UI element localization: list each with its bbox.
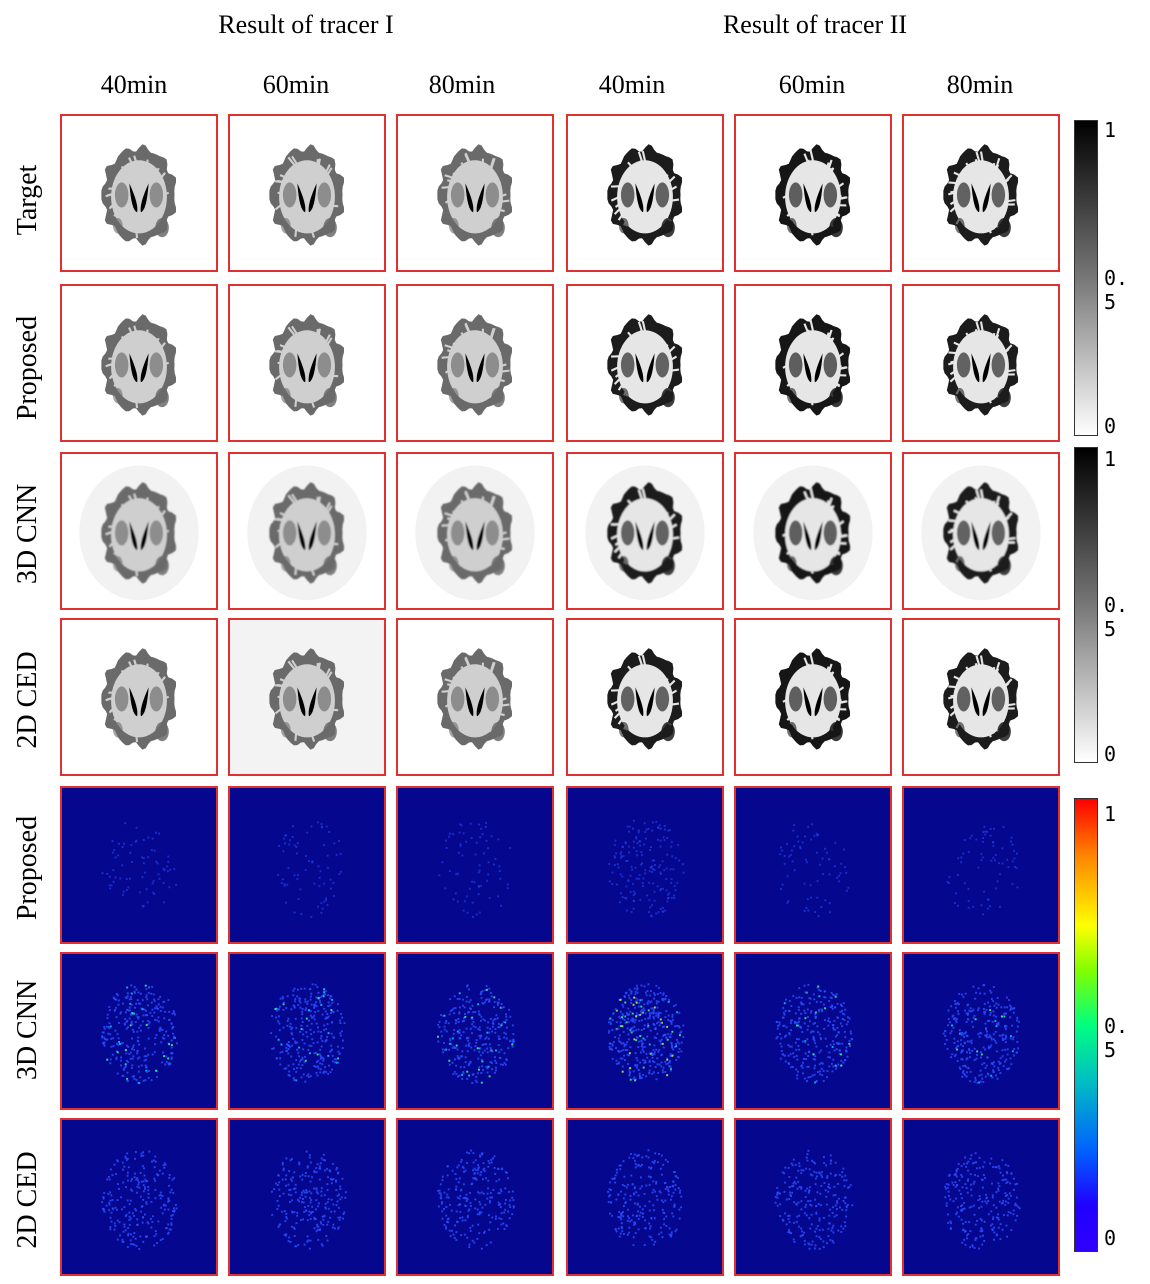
- error-map-image: [734, 786, 892, 944]
- reconstruction-image: [228, 618, 386, 776]
- error-map-image: [734, 952, 892, 1110]
- reconstruction-image: [902, 452, 1060, 610]
- colorbar-tick: 0: [1104, 414, 1117, 438]
- colorbar-tick: 0. 5: [1104, 1014, 1129, 1062]
- error-map-image: [60, 786, 218, 944]
- error-map-image: [902, 952, 1060, 1110]
- colorbar-tick: 0. 5: [1104, 593, 1129, 641]
- reconstruction-image: [396, 452, 554, 610]
- reconstruction-image: [228, 284, 386, 442]
- colorbar-tick: 0: [1104, 742, 1117, 766]
- colorbar-tick: 1: [1104, 447, 1117, 471]
- reconstruction-image: [734, 618, 892, 776]
- error-map-image: [566, 1118, 724, 1276]
- group-title-tracer-2: Result of tracer II: [722, 10, 908, 39]
- reconstruction-image: [60, 284, 218, 442]
- reconstruction-image: [396, 618, 554, 776]
- row-label: 3D CNN: [12, 483, 43, 585]
- reconstruction-image: [566, 618, 724, 776]
- colorbar-jet: [1074, 798, 1098, 1252]
- reconstruction-image: [734, 114, 892, 272]
- error-map-image: [396, 786, 554, 944]
- reconstruction-image: [902, 114, 1060, 272]
- row-label: 2D CED: [12, 1151, 43, 1249]
- group-title-tracer-1: Result of tracer I: [218, 10, 394, 39]
- reconstruction-image: [566, 284, 724, 442]
- error-map-image: [228, 1118, 386, 1276]
- row-label: Target: [12, 164, 43, 236]
- error-map-image: [228, 952, 386, 1110]
- colorbar-gray-bottom: [1074, 447, 1098, 763]
- reconstruction-image: [734, 284, 892, 442]
- error-map-image: [902, 1118, 1060, 1276]
- error-map-image: [734, 1118, 892, 1276]
- error-map-image: [566, 786, 724, 944]
- colorbar-tick: 1: [1104, 802, 1117, 826]
- reconstruction-image: [566, 452, 724, 610]
- colorbar-tick: 0: [1104, 1226, 1117, 1250]
- row-label: 2D CED: [12, 651, 43, 749]
- error-map-image: [228, 786, 386, 944]
- reconstruction-image: [902, 284, 1060, 442]
- row-label: Proposed: [12, 815, 43, 921]
- reconstruction-image: [228, 452, 386, 610]
- colorbar-tick: 0. 5: [1104, 266, 1129, 314]
- reconstruction-image: [60, 452, 218, 610]
- error-map-image: [566, 952, 724, 1110]
- reconstruction-image: [566, 114, 724, 272]
- column-label: 80min: [428, 70, 496, 99]
- row-label: 3D CNN: [12, 979, 43, 1081]
- column-label: 40min: [598, 70, 666, 99]
- error-map-image: [902, 786, 1060, 944]
- error-map-image: [60, 952, 218, 1110]
- colorbar-tick: 1: [1104, 118, 1117, 142]
- reconstruction-image: [396, 284, 554, 442]
- reconstruction-image: [60, 114, 218, 272]
- error-map-image: [60, 1118, 218, 1276]
- reconstruction-image: [902, 618, 1060, 776]
- column-label: 40min: [100, 70, 168, 99]
- colorbar-gray-top: [1074, 120, 1098, 436]
- column-label: 60min: [262, 70, 330, 99]
- error-map-image: [396, 1118, 554, 1276]
- reconstruction-image: [60, 618, 218, 776]
- error-map-image: [396, 952, 554, 1110]
- row-label: Proposed: [12, 315, 43, 421]
- column-label: 60min: [778, 70, 846, 99]
- reconstruction-image: [734, 452, 892, 610]
- column-label: 80min: [946, 70, 1014, 99]
- reconstruction-image: [396, 114, 554, 272]
- reconstruction-image: [228, 114, 386, 272]
